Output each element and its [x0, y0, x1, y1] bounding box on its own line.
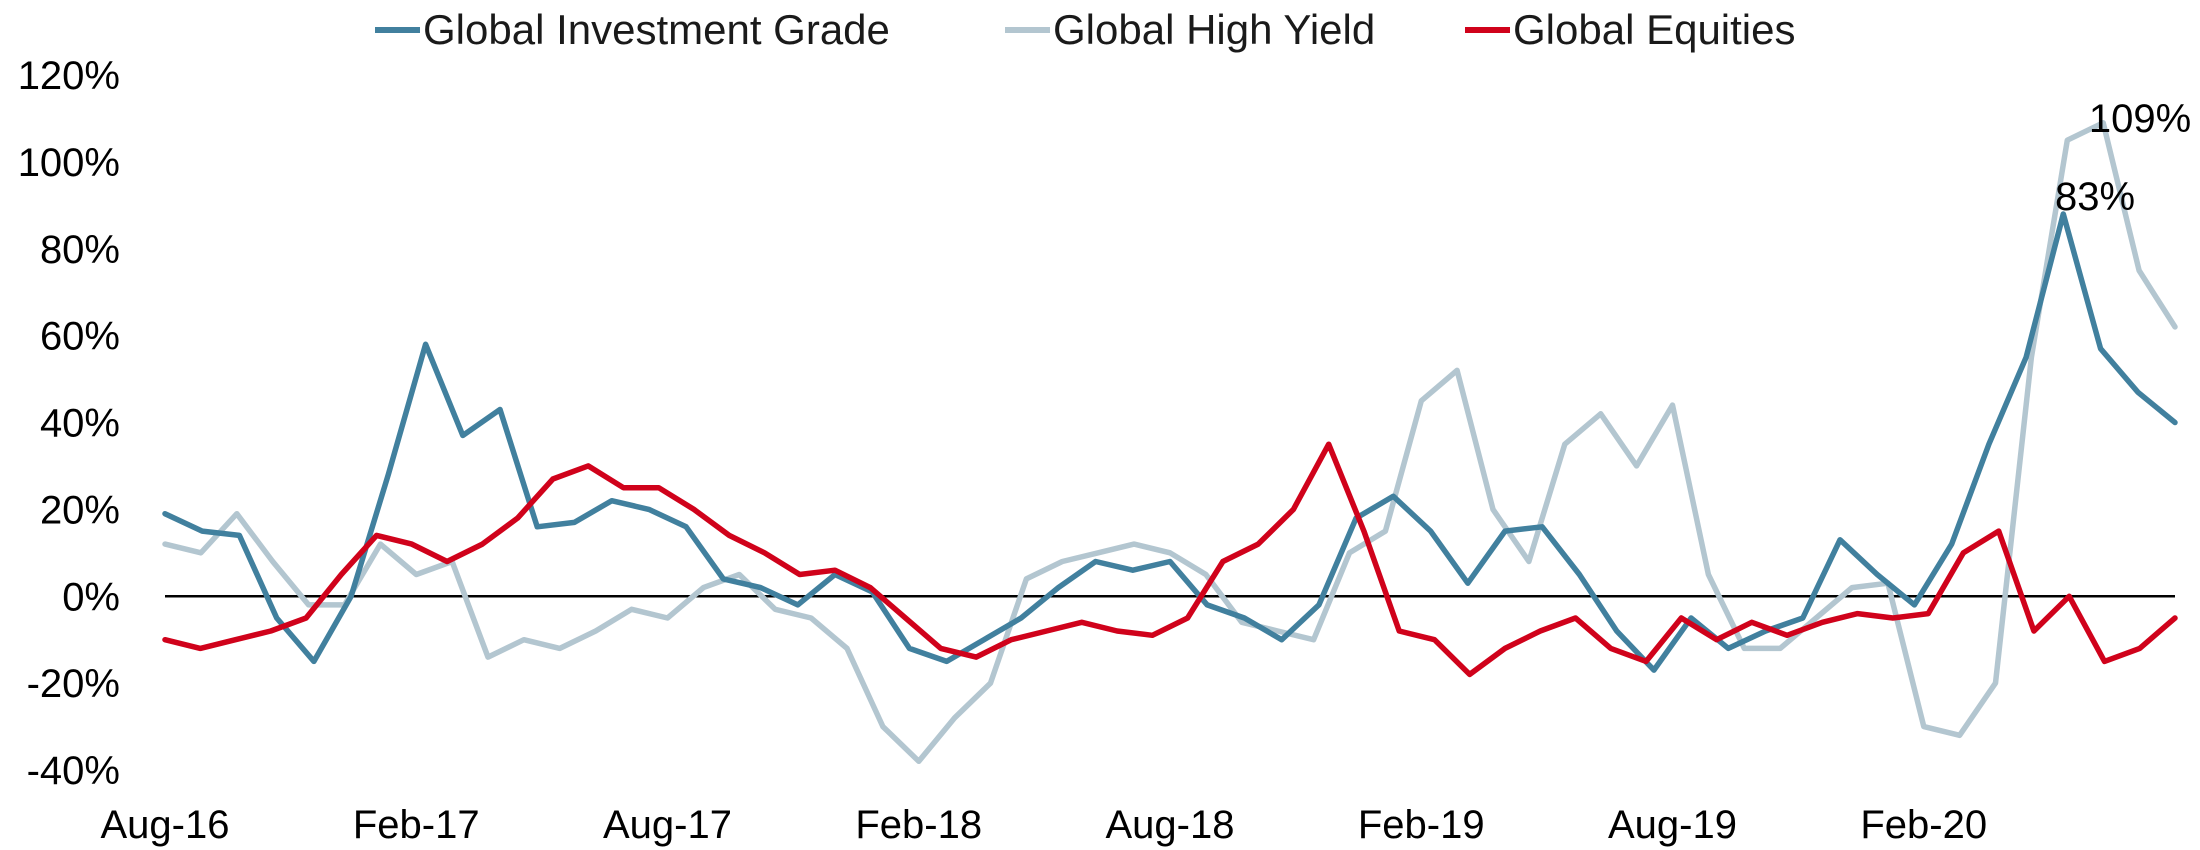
- annotation-label: 83%: [2055, 175, 2135, 219]
- legend-label: Global High Yield: [1053, 6, 1375, 53]
- legend-label: Global Investment Grade: [423, 6, 890, 53]
- x-tick-label: Feb-18: [855, 803, 982, 847]
- x-tick-label: Aug-19: [1608, 803, 1737, 847]
- annotations: 109% 83%: [2055, 97, 2191, 219]
- series-line-global-investment-grade: [162, 211, 2178, 673]
- y-tick-label: 120%: [18, 54, 120, 98]
- x-tick-label: Aug-17: [603, 803, 732, 847]
- y-tick-label: 100%: [18, 141, 120, 185]
- y-axis: 120% 100% 80% 60% 40% 20% 0% -20% -40%: [18, 54, 120, 793]
- legend-label: Global Equities: [1513, 6, 1796, 53]
- annotation-label: 109%: [2089, 97, 2191, 141]
- x-tick-label: Feb-17: [353, 803, 480, 847]
- y-tick-label: 80%: [40, 228, 120, 272]
- y-tick-label: -40%: [27, 749, 120, 793]
- y-tick-label: 20%: [40, 488, 120, 532]
- y-tick-label: 40%: [40, 402, 120, 446]
- series-line-global-equities: [162, 441, 2178, 678]
- series-group: [162, 120, 2178, 765]
- y-tick-label: -20%: [27, 662, 120, 706]
- series-line-global-high-yield: [162, 120, 2178, 765]
- x-tick-label: Aug-16: [101, 803, 230, 847]
- y-tick-label: 0%: [62, 575, 120, 619]
- x-tick-label: Feb-19: [1358, 803, 1485, 847]
- legend: Global Investment Grade Global High Yield…: [375, 6, 1796, 53]
- x-axis: Aug-16 Feb-17 Aug-17 Feb-18 Aug-18 Feb-19 Aug-…: [101, 803, 1988, 847]
- y-tick-label: 60%: [40, 315, 120, 359]
- x-tick-label: Aug-18: [1106, 803, 1235, 847]
- x-tick-label: Feb-20: [1860, 803, 1987, 847]
